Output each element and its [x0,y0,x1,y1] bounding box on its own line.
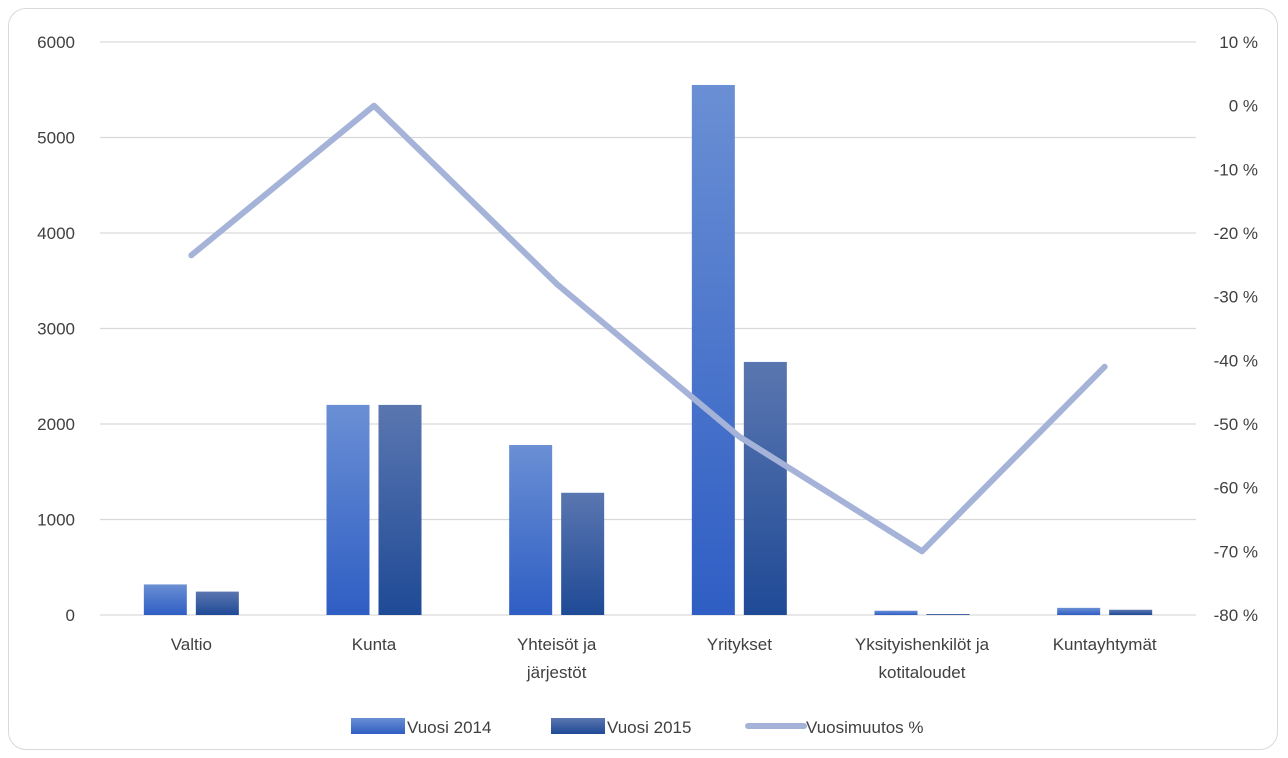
bar-vuosi-2015 [1109,609,1153,615]
category-label: Kunta [352,635,397,654]
bar-vuosi-2015 [926,614,970,615]
legend-label: Vuosi 2014 [407,718,491,737]
line-point [1102,364,1108,370]
gridlines [100,41,1196,616]
left-tick-label: 1000 [37,511,75,530]
right-tick-label: -30 % [1214,288,1258,307]
line-series [188,102,1108,555]
bar-vuosi-2015 [561,492,605,615]
right-tick-label: -80 % [1214,606,1258,625]
line-point [919,548,925,554]
right-tick-label: -10 % [1214,160,1258,179]
bar-vuosi-2014 [326,404,370,615]
line-point [188,252,194,258]
left-tick-label: 3000 [37,320,75,339]
line-point [736,434,742,440]
category-label: Yhteisöt ja järjestöt [517,635,597,682]
legend-label: Vuosimuutos % [806,718,923,737]
right-tick-label: -40 % [1214,351,1258,370]
left-tick-label: 0 [66,606,75,625]
legend-swatch [551,718,605,734]
left-tick-label: 5000 [37,129,75,148]
legend: Vuosi 2014 Vuosi 2015 Vuosimuutos % [351,718,923,737]
bar-vuosi-2015 [743,361,787,615]
bar-vuosi-2014 [691,84,735,616]
right-tick-label: -20 % [1214,224,1258,243]
right-tick-label: -70 % [1214,542,1258,561]
category-label: Kuntayhtymät [1053,635,1157,654]
chart-frame [8,8,1278,750]
right-tick-label: -60 % [1214,479,1258,498]
category-label: Valtio [171,635,212,654]
right-axis-ticks: -80 % -70 % -60 % -50 % -40 % -30 % -20 % -10 %… [1214,33,1258,625]
bar-vuosi-2015 [195,591,239,615]
legend-label: Vuosi 2015 [607,718,691,737]
right-tick-label: -50 % [1214,415,1258,434]
legend-swatch [351,718,405,734]
left-tick-label: 6000 [37,33,75,52]
left-tick-label: 4000 [37,224,75,243]
bar-vuosi-2014 [1057,607,1101,615]
line-point [371,103,377,109]
left-tick-label: 2000 [37,415,75,434]
right-tick-label: 10 % [1219,33,1258,52]
right-tick-label: 0 % [1229,97,1258,116]
line-vuosimuutos [188,102,1108,555]
bar-vuosi-2014 [509,445,553,615]
bar-vuosi-2015 [378,404,422,615]
left-axis-ticks: 0 1000 2000 3000 4000 5000 6000 [37,33,75,625]
category-label: Yksityishenkilöt ja kotitaloudet [855,635,990,682]
line-point [554,281,560,287]
bar-vuosi-2014 [143,584,187,615]
bar-vuosi-2014 [874,610,918,615]
category-label: Yritykset [707,635,772,654]
category-axis: Valtio Kunta Yhteisöt ja järjestöt Yritykset… [171,635,1157,682]
bars [143,84,1153,616]
